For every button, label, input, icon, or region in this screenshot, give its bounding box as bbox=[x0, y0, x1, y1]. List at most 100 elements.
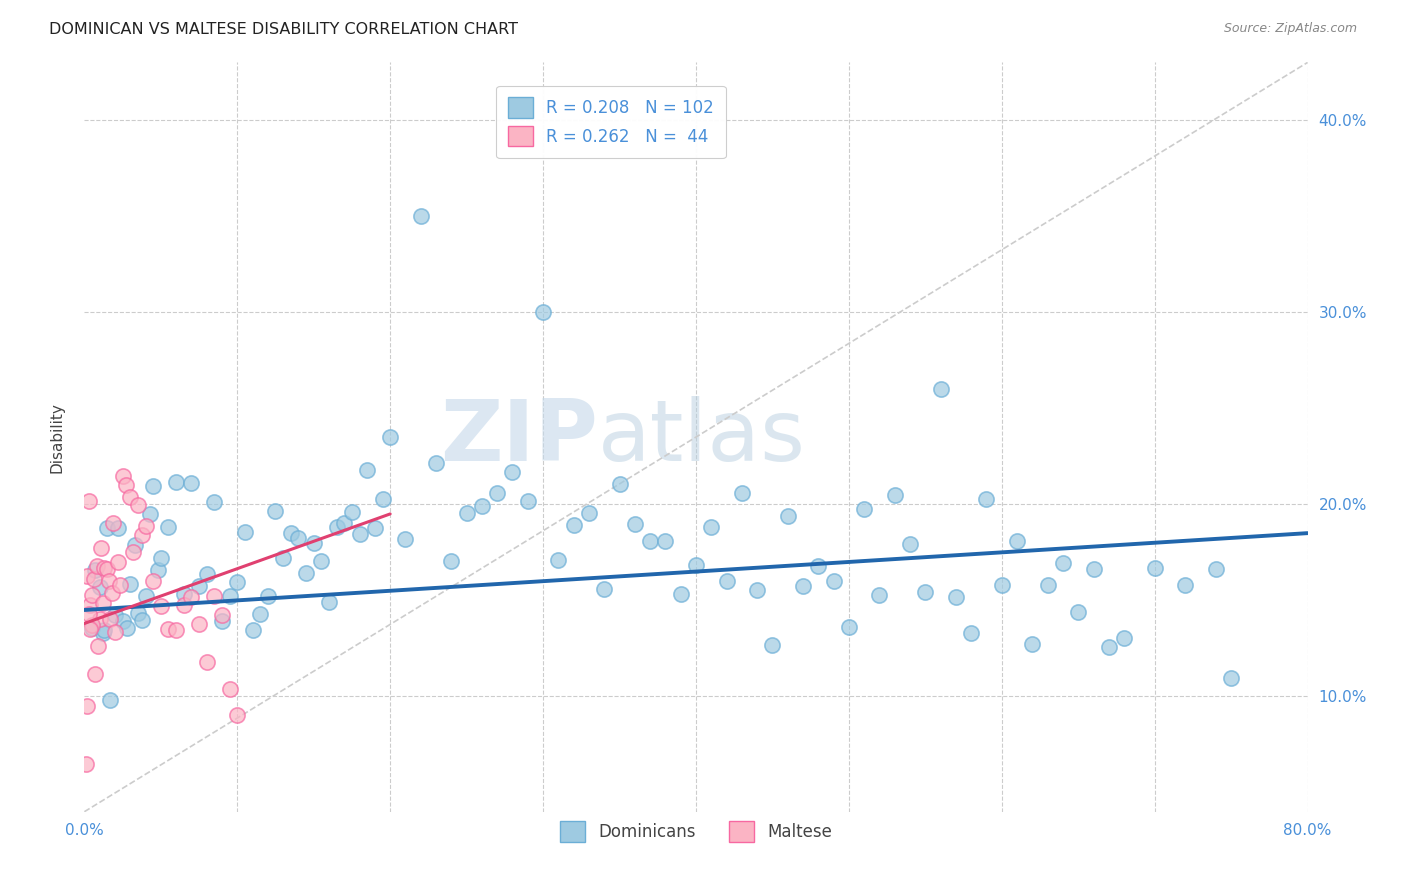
Point bbox=[108, 578, 131, 592]
Point bbox=[264, 504, 287, 518]
Point bbox=[135, 519, 157, 533]
Point bbox=[929, 382, 952, 396]
Point bbox=[84, 667, 107, 681]
Point bbox=[165, 624, 187, 638]
Point bbox=[96, 562, 118, 576]
Text: DOMINICAN VS MALTESE DISABILITY CORRELATION CHART: DOMINICAN VS MALTESE DISABILITY CORRELAT… bbox=[49, 22, 519, 37]
Point bbox=[142, 479, 165, 493]
Point bbox=[202, 495, 225, 509]
Point bbox=[914, 585, 936, 599]
Point bbox=[838, 620, 860, 634]
Point bbox=[173, 587, 195, 601]
Point bbox=[325, 520, 347, 534]
Point bbox=[79, 622, 101, 636]
Point bbox=[149, 599, 172, 613]
Point bbox=[761, 638, 783, 652]
Point bbox=[302, 535, 325, 549]
Point bbox=[364, 521, 387, 535]
Point bbox=[114, 478, 136, 492]
Point bbox=[471, 499, 494, 513]
Point bbox=[96, 521, 118, 535]
Point bbox=[1143, 561, 1166, 575]
Point bbox=[1098, 640, 1121, 655]
Point bbox=[226, 575, 249, 590]
Point bbox=[77, 494, 100, 508]
Point bbox=[188, 616, 211, 631]
Point bbox=[853, 502, 876, 516]
Point bbox=[356, 462, 378, 476]
Point bbox=[104, 625, 127, 640]
Point bbox=[139, 508, 162, 522]
Point bbox=[111, 614, 134, 628]
Point bbox=[349, 526, 371, 541]
Point bbox=[87, 640, 110, 654]
Point bbox=[409, 209, 432, 223]
Point bbox=[157, 520, 180, 534]
Point bbox=[991, 578, 1014, 592]
Point bbox=[103, 516, 125, 530]
Point bbox=[516, 493, 538, 508]
Point bbox=[122, 545, 145, 559]
Point bbox=[211, 614, 233, 628]
Point bbox=[80, 617, 103, 632]
Point bbox=[120, 490, 142, 504]
Point bbox=[165, 475, 187, 489]
Point bbox=[669, 587, 692, 601]
Legend: Dominicans, Maltese: Dominicans, Maltese bbox=[553, 814, 839, 848]
Point bbox=[80, 588, 103, 602]
Point bbox=[188, 579, 211, 593]
Point bbox=[1174, 577, 1197, 591]
Point bbox=[115, 621, 138, 635]
Point bbox=[700, 519, 723, 533]
Point bbox=[638, 534, 661, 549]
Point bbox=[242, 623, 264, 637]
Point bbox=[654, 534, 676, 549]
Point bbox=[716, 574, 738, 588]
Point bbox=[80, 621, 103, 635]
Point bbox=[107, 521, 129, 535]
Point bbox=[107, 555, 129, 569]
Point bbox=[75, 756, 97, 771]
Point bbox=[318, 595, 340, 609]
Point bbox=[371, 492, 394, 507]
Point bbox=[98, 612, 121, 626]
Point bbox=[226, 708, 249, 723]
Point bbox=[127, 498, 149, 512]
Point bbox=[271, 551, 294, 566]
Point bbox=[311, 554, 333, 568]
Point bbox=[578, 506, 600, 520]
Point bbox=[823, 574, 845, 589]
Point bbox=[1052, 557, 1074, 571]
Point bbox=[1036, 577, 1059, 591]
Point bbox=[104, 608, 127, 623]
Point bbox=[93, 560, 115, 574]
Point bbox=[425, 456, 447, 470]
Point bbox=[340, 505, 363, 519]
Point bbox=[792, 578, 814, 592]
Point bbox=[98, 692, 121, 706]
Point bbox=[1005, 534, 1028, 549]
Point bbox=[280, 526, 302, 541]
Point bbox=[486, 485, 509, 500]
Point bbox=[531, 305, 554, 319]
Point bbox=[218, 682, 240, 697]
Point bbox=[180, 590, 202, 604]
Point bbox=[869, 588, 891, 602]
Point bbox=[883, 488, 905, 502]
Point bbox=[111, 468, 134, 483]
Point bbox=[127, 606, 149, 620]
Point bbox=[1114, 631, 1136, 645]
Point bbox=[1220, 672, 1243, 686]
Point bbox=[124, 538, 146, 552]
Point bbox=[77, 607, 100, 622]
Point bbox=[731, 486, 754, 500]
Point bbox=[202, 589, 225, 603]
Point bbox=[1021, 637, 1043, 651]
Point bbox=[1067, 605, 1090, 619]
Point bbox=[157, 622, 180, 636]
Point bbox=[131, 613, 153, 627]
Point bbox=[502, 466, 524, 480]
Point bbox=[233, 525, 256, 540]
Point bbox=[976, 492, 998, 507]
Point bbox=[295, 566, 318, 581]
